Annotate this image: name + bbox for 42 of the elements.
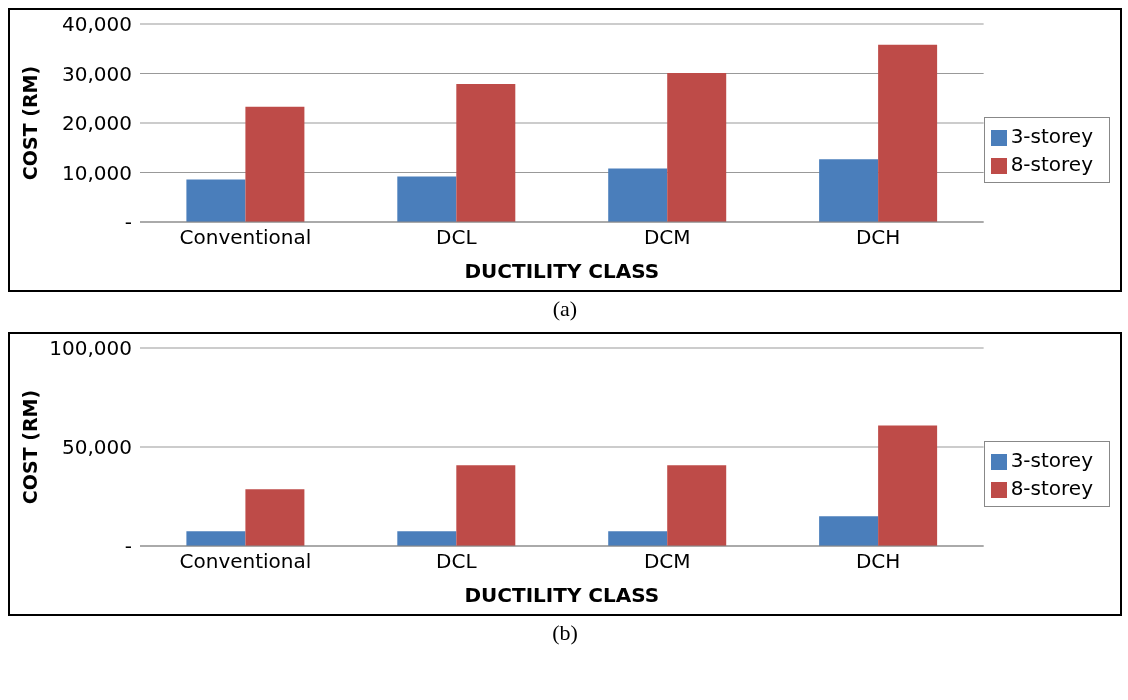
y-tick-label: -	[124, 210, 132, 235]
legend-label: 3-storey	[1010, 448, 1093, 472]
y-tick-label: 100,000	[49, 336, 132, 361]
x-tick-label: Conventional	[179, 225, 312, 250]
x-axis-title: DUCTILITY CLASS	[464, 583, 660, 607]
bar	[819, 516, 879, 546]
y-axis-title: COST (RM)	[18, 65, 41, 181]
bar	[186, 179, 246, 222]
bar	[456, 83, 516, 222]
y-tick-label: -	[124, 534, 132, 559]
bar	[608, 168, 668, 222]
x-tick-label: DCL	[436, 549, 478, 574]
y-tick-label: 20,000	[62, 111, 132, 136]
legend-label: 8-storey	[1010, 152, 1093, 176]
x-tick-label: DCL	[436, 225, 478, 250]
x-tick-label: Conventional	[179, 549, 312, 574]
x-tick-label: DCH	[855, 549, 901, 574]
bar	[456, 465, 516, 546]
legend-label: 3-storey	[1010, 124, 1093, 148]
text: (b)	[551, 620, 579, 646]
x-tick-label: DCM	[643, 225, 691, 250]
bar	[245, 489, 305, 546]
bar	[819, 159, 879, 222]
y-tick-label: 50,000	[62, 435, 132, 460]
bar	[878, 425, 938, 546]
y-tick-label: 40,000	[62, 12, 132, 37]
bar	[186, 531, 246, 546]
bar	[397, 176, 457, 222]
y-tick-label: 10,000	[62, 160, 132, 185]
bar	[878, 44, 938, 222]
y-tick-label: 30,000	[62, 61, 132, 86]
bar	[667, 73, 727, 222]
legend-label: 8-storey	[1010, 476, 1093, 500]
bar	[397, 531, 457, 546]
text: (a)	[551, 296, 579, 322]
x-axis-title: DUCTILITY CLASS	[464, 259, 660, 283]
x-tick-label: DCH	[855, 225, 901, 250]
bar	[245, 106, 305, 222]
x-tick-label: DCM	[643, 549, 691, 574]
bar	[608, 531, 668, 546]
y-axis-title: COST (RM)	[18, 389, 41, 505]
bar	[667, 465, 727, 546]
